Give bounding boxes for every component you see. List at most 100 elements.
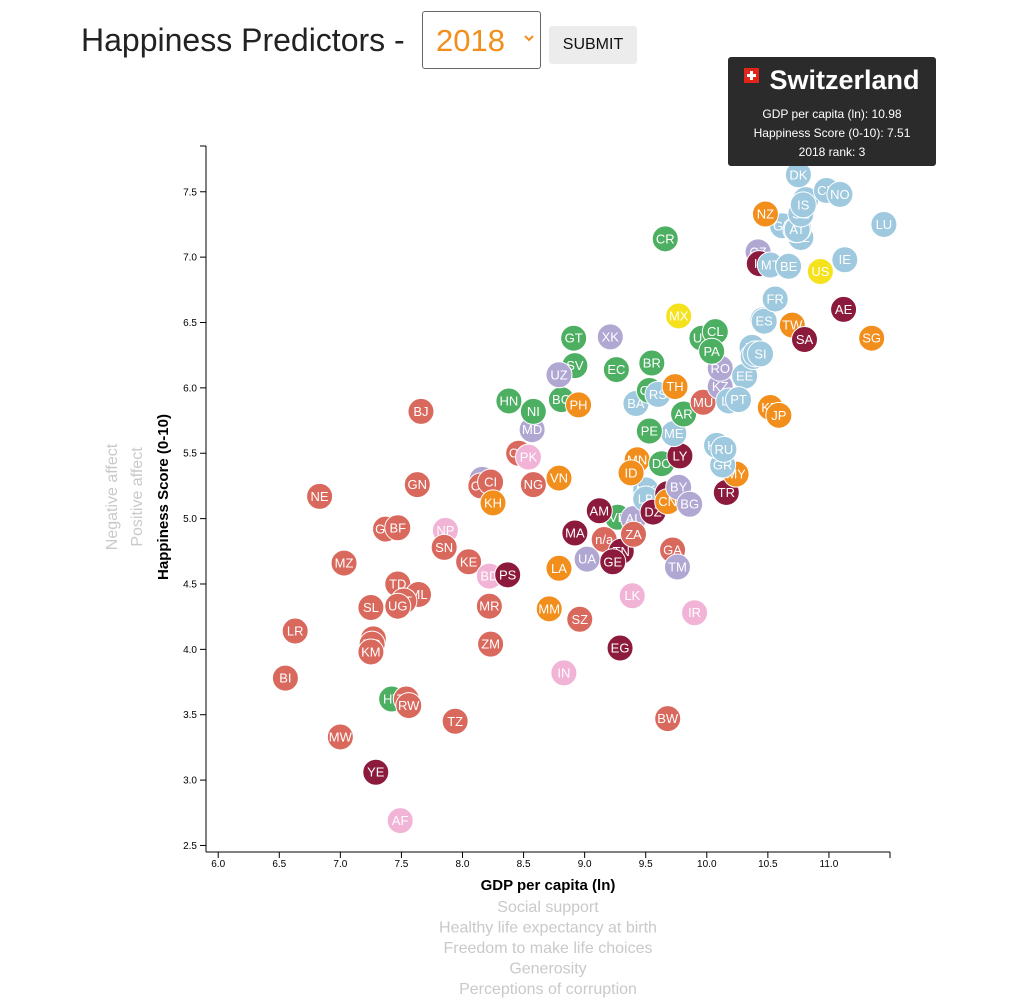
- y-measure-option[interactable]: Negative affect: [104, 443, 121, 550]
- country-point[interactable]: [565, 391, 593, 419]
- country-code-label: MD: [522, 422, 542, 437]
- country-point[interactable]: [545, 361, 573, 389]
- country-point[interactable]: [403, 471, 431, 499]
- country-point[interactable]: [495, 387, 523, 415]
- country-code-label: NI: [527, 404, 540, 419]
- country-code-label: MR: [479, 599, 499, 614]
- country-code-label: DO: [652, 456, 672, 471]
- country-point[interactable]: [750, 307, 778, 335]
- country-point[interactable]: [663, 553, 691, 581]
- x-measure-option[interactable]: Generosity: [509, 961, 586, 978]
- country-code-label: EE: [736, 369, 754, 384]
- country-point[interactable]: [545, 464, 573, 492]
- country-point[interactable]: [830, 295, 858, 323]
- country-point[interactable]: [545, 554, 573, 582]
- country-point[interactable]: [831, 246, 859, 274]
- country-code-label: LK: [624, 588, 640, 603]
- page-title: Happiness Predictors -: [81, 22, 405, 58]
- country-point[interactable]: [606, 634, 634, 662]
- country-point[interactable]: [596, 323, 624, 351]
- country-point[interactable]: [775, 252, 803, 280]
- country-point[interactable]: [651, 225, 679, 253]
- country-point[interactable]: [698, 337, 726, 365]
- country-point[interactable]: [271, 664, 299, 692]
- country-point[interactable]: [395, 692, 423, 720]
- country-code-label: ID: [625, 465, 638, 480]
- country-point[interactable]: [654, 705, 682, 733]
- country-code-label: GT: [565, 331, 583, 346]
- country-point[interactable]: [618, 582, 646, 610]
- country-point[interactable]: [751, 200, 779, 228]
- country-point[interactable]: [761, 285, 789, 313]
- country-code-label: NP: [436, 523, 454, 538]
- country-code-label: TH: [666, 379, 683, 394]
- country-point[interactable]: [475, 592, 503, 620]
- country-point[interactable]: [479, 489, 507, 517]
- country-point[interactable]: [585, 497, 613, 525]
- country-point[interactable]: [514, 443, 542, 471]
- country-point[interactable]: [747, 340, 775, 368]
- country-point[interactable]: [725, 386, 753, 414]
- y-tick-label: 5.5: [183, 449, 197, 460]
- country-point[interactable]: [519, 397, 547, 425]
- country-point[interactable]: [681, 599, 709, 627]
- y-tick-label: 6.0: [183, 383, 197, 394]
- country-point[interactable]: [617, 459, 645, 487]
- country-point[interactable]: [620, 520, 647, 548]
- country-point[interactable]: [407, 397, 435, 425]
- tooltip-country-name: Switzerland: [769, 65, 920, 95]
- country-code-label: BF: [389, 520, 406, 535]
- country-point[interactable]: [561, 519, 589, 547]
- country-point[interactable]: [661, 373, 689, 401]
- country-point[interactable]: [791, 325, 818, 353]
- x-tick-label: 7.0: [333, 859, 347, 870]
- y-measure-option[interactable]: Positive affect: [129, 447, 146, 547]
- country-point[interactable]: [306, 482, 334, 510]
- country-point[interactable]: [635, 417, 663, 445]
- country-point[interactable]: [665, 302, 693, 330]
- country-point[interactable]: [357, 638, 385, 666]
- country-point[interactable]: [455, 548, 483, 576]
- country-point[interactable]: [384, 592, 412, 620]
- country-point[interactable]: [806, 258, 834, 286]
- x-measure-option[interactable]: Freedom to make life choices: [444, 940, 653, 957]
- y-tick-label: 7.5: [183, 187, 197, 198]
- country-code-label: CR: [656, 231, 675, 246]
- country-point[interactable]: [384, 514, 412, 542]
- country-point[interactable]: [535, 595, 563, 623]
- country-point[interactable]: [560, 324, 588, 352]
- y-tick-label: 3.0: [183, 776, 197, 787]
- country-point[interactable]: [602, 356, 630, 384]
- country-code-label: PS: [499, 567, 517, 582]
- country-point[interactable]: [826, 180, 854, 208]
- country-point[interactable]: [566, 605, 594, 633]
- country-point[interactable]: [599, 548, 627, 576]
- submit-button[interactable]: SUBMIT: [549, 26, 637, 64]
- country-point[interactable]: [550, 659, 578, 687]
- country-code-label: UG: [388, 599, 408, 614]
- country-point[interactable]: [281, 617, 309, 645]
- country-point[interactable]: [441, 707, 469, 735]
- country-point[interactable]: [477, 630, 505, 658]
- country-point[interactable]: [430, 533, 458, 561]
- country-point[interactable]: [789, 191, 817, 219]
- country-point[interactable]: [330, 549, 358, 577]
- country-point[interactable]: [765, 401, 793, 429]
- country-point[interactable]: [710, 435, 738, 463]
- x-tick-label: 6.5: [272, 859, 286, 870]
- y-tick-label: 4.5: [183, 579, 197, 590]
- country-point[interactable]: [357, 594, 385, 622]
- country-point[interactable]: [326, 723, 354, 751]
- x-measure-option[interactable]: Healthy life expectancy at birth: [439, 920, 657, 937]
- country-point[interactable]: [362, 758, 390, 786]
- country-point[interactable]: [386, 807, 414, 835]
- country-point[interactable]: [494, 561, 522, 589]
- country-point[interactable]: [519, 471, 547, 499]
- country-point[interactable]: [858, 324, 886, 352]
- country-point[interactable]: [870, 210, 898, 238]
- x-measure-option[interactable]: Social support: [497, 899, 599, 916]
- country-point[interactable]: [638, 349, 666, 377]
- country-point[interactable]: [676, 490, 704, 518]
- x-measure-option[interactable]: Perceptions of corruption: [459, 981, 637, 998]
- year-select[interactable]: 2018: [422, 11, 541, 69]
